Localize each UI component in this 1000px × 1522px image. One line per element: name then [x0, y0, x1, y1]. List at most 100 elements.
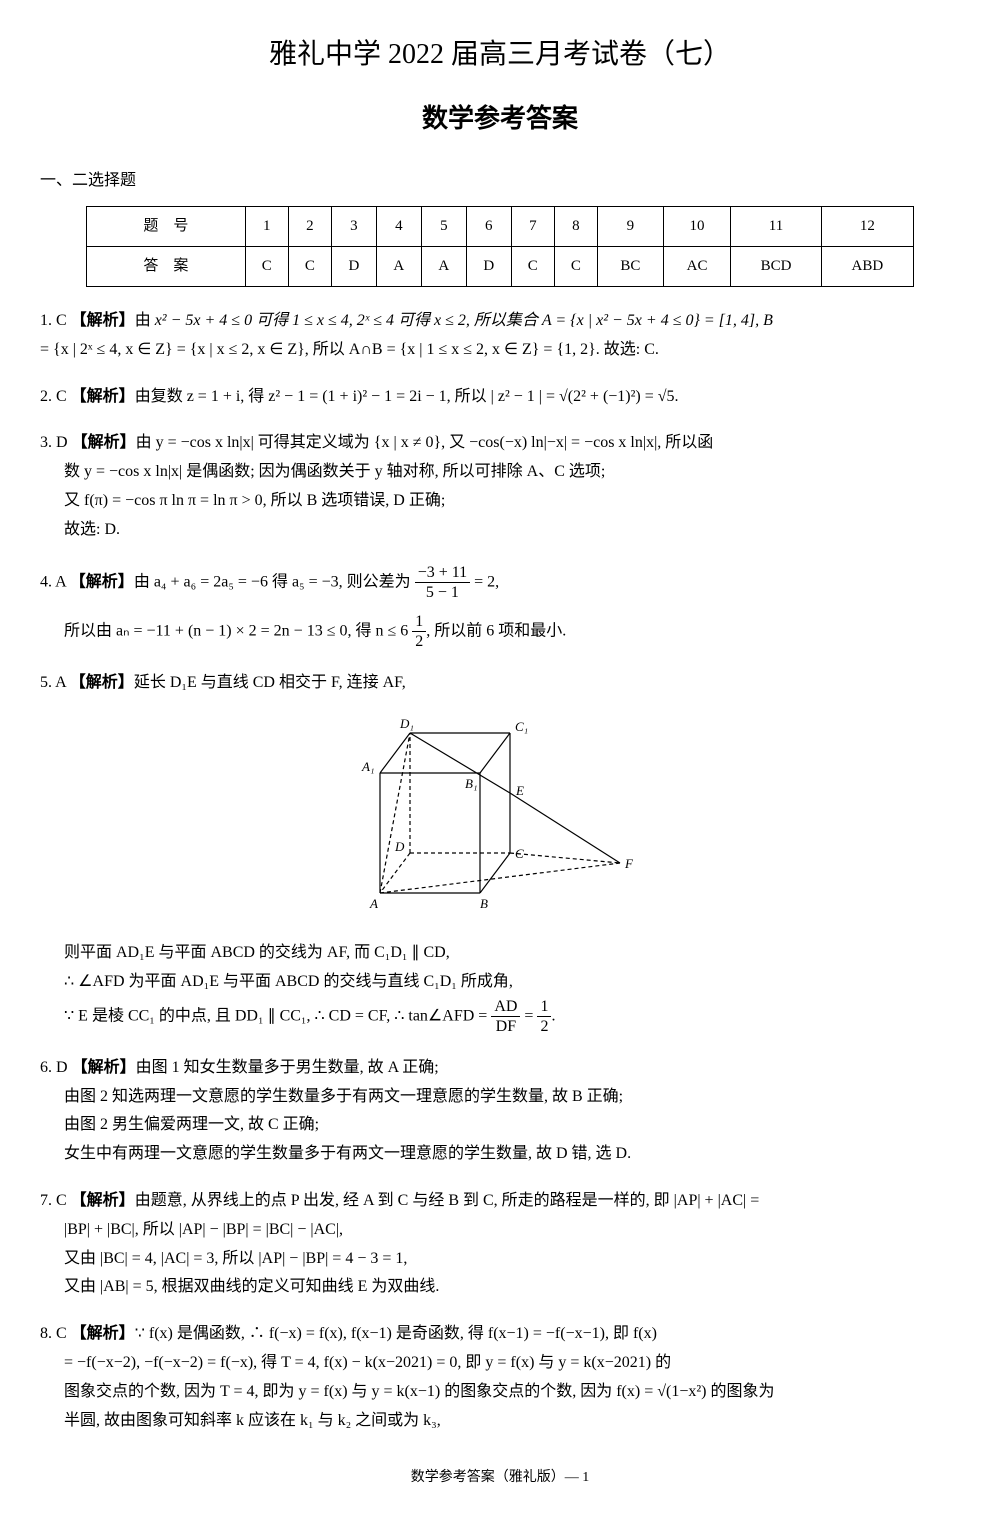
q-text: 由图 2 男生偏爱两理一文, 故 C 正确; [64, 1111, 960, 1140]
q-text: = −f(−x−2), −f(−x−2) = f(−x), 得 T = 4, f… [64, 1349, 960, 1378]
q-number: 8. C [40, 1325, 67, 1342]
diagram-label: C₁ [515, 719, 528, 734]
analysis-tag: 【解析】 [70, 573, 134, 590]
q-text: 由复数 z = 1 + i, 得 z² − 1 = (1 + i)² − 1 =… [135, 388, 679, 405]
frac-num: 1 [537, 997, 551, 1017]
col-num: 5 [421, 206, 466, 246]
answer-cell: BCD [731, 246, 821, 286]
q-text: 又由 |BC| = 4, |AC| = 3, 所以 |AP| − |BP| = … [64, 1245, 960, 1274]
q-text: 女生中有两理一文意愿的学生数量多于有两文一理意愿的学生数量, 故 D 错, 选 … [64, 1140, 960, 1169]
col-num: 7 [511, 206, 554, 246]
main-title: 雅礼中学 2022 届高三月考试卷（七） [40, 30, 960, 80]
diagram-label: D [394, 839, 405, 854]
q-text: 故选: D. [64, 516, 960, 545]
diagram-label: A₁ [361, 759, 374, 774]
q-text: ∴ ∠AFD 为平面 AD₁E 与平面 ABCD 的交线与直线 C₁D₁ 所成角… [64, 968, 960, 997]
frac-num: −3 + 11 [415, 563, 470, 583]
answer-cell: D [466, 246, 511, 286]
q-text: 图象交点的个数, 因为 T = 4, 即为 y = f(x) 与 y = k(x… [64, 1378, 960, 1407]
q-text: x² − 5x + 4 ≤ 0 可得 1 ≤ x ≤ 4, 2ˣ ≤ 4 可得 … [155, 312, 773, 329]
q-number: 5. A [40, 674, 66, 691]
answer-cell: ABD [821, 246, 913, 286]
q-text: , 所以前 6 项和最小. [426, 622, 566, 639]
diagram-label: C [515, 846, 524, 861]
row-header: 答 案 [87, 246, 246, 286]
analysis-tag: 【解析】 [71, 312, 135, 329]
frac-den: DF [491, 1017, 520, 1036]
answer-cell: AC [663, 246, 731, 286]
q-text: 由 a₄ + a₆ = 2a₅ = −6 得 a₅ = −3, 则公差为 [134, 573, 415, 590]
analysis-tag: 【解析】 [71, 1325, 135, 1342]
question-6: 6. D 【解析】由图 1 知女生数量多于男生数量, 故 A 正确; 由图 2 … [40, 1054, 960, 1169]
question-8: 8. C 【解析】∵ f(x) 是偶函数, ∴ f(−x) = f(x), f(… [40, 1320, 960, 1435]
frac-den: 2 [537, 1017, 551, 1036]
q-text: 则平面 AD₁E 与平面 ABCD 的交线为 AF, 而 C₁D₁ ∥ CD, [64, 939, 960, 968]
q-text: ∵ E 是棱 CC₁ 的中点, 且 DD₁ ∥ CC₁, ∴ CD = CF, … [64, 1007, 491, 1024]
diagram-label: B₁ [465, 776, 477, 791]
row-header: 题 号 [87, 206, 246, 246]
cube-diagram: A B C D A₁ B₁ C₁ D₁ E F [40, 713, 960, 924]
col-num: 8 [554, 206, 597, 246]
q-text: . [551, 1007, 555, 1024]
analysis-tag: 【解析】 [71, 388, 135, 405]
answer-cell: D [331, 246, 376, 286]
diagram-label: F [624, 856, 634, 871]
fraction: 12 [537, 997, 551, 1036]
question-1: 1. C 【解析】由 x² − 5x + 4 ≤ 0 可得 1 ≤ x ≤ 4,… [40, 307, 960, 365]
question-5: 5. A 【解析】延长 D₁E 与直线 CD 相交于 F, 连接 AF, [40, 669, 960, 1036]
answer-table: 题 号 1 2 3 4 5 6 7 8 9 10 11 12 答 案 C C D… [86, 206, 914, 287]
q-text: 由图 1 知女生数量多于男生数量, 故 A 正确; [136, 1059, 439, 1076]
diagram-label: D₁ [399, 716, 414, 731]
table-row: 题 号 1 2 3 4 5 6 7 8 9 10 11 12 [87, 206, 914, 246]
frac-num: 1 [412, 612, 426, 632]
answer-cell: C [245, 246, 288, 286]
sub-title: 数学参考答案 [40, 95, 960, 142]
frac-den: 2 [412, 632, 426, 651]
page-footer: 数学参考答案（雅礼版）— 1 [40, 1465, 960, 1490]
analysis-tag: 【解析】 [70, 674, 134, 691]
fraction: ADDF [491, 997, 520, 1036]
q-text: 又 f(π) = −cos π ln π = ln π > 0, 所以 B 选项… [64, 487, 960, 516]
q-text: 由题意, 从界线上的点 P 出发, 经 A 到 C 与经 B 到 C, 所走的路… [135, 1192, 760, 1209]
diagram-label: E [515, 783, 524, 798]
q-text: 半圆, 故由图象可知斜率 k 应该在 k₁ 与 k₂ 之间或为 k₃, [64, 1407, 960, 1436]
question-4: 4. A 【解析】由 a₄ + a₆ = 2a₅ = −6 得 a₅ = −3,… [40, 563, 960, 652]
col-num: 2 [288, 206, 331, 246]
q-text: 延长 D₁E 与直线 CD 相交于 F, 连接 AF, [134, 674, 406, 691]
q-text: 由 y = −cos x ln|x| 可得其定义域为 {x | x ≠ 0}, … [136, 434, 714, 451]
answer-cell: C [511, 246, 554, 286]
col-num: 9 [597, 206, 663, 246]
diagram-label: A [369, 896, 378, 911]
col-num: 10 [663, 206, 731, 246]
col-num: 4 [376, 206, 421, 246]
col-num: 11 [731, 206, 821, 246]
q-text: = {x | 2ˣ ≤ 4, x ∈ Z} = {x | x ≤ 2, x ∈ … [40, 336, 960, 365]
col-num: 6 [466, 206, 511, 246]
question-7: 7. C 【解析】由题意, 从界线上的点 P 出发, 经 A 到 C 与经 B … [40, 1187, 960, 1302]
answer-cell: A [421, 246, 466, 286]
frac-num: AD [491, 997, 520, 1017]
q-text: 又由 |AB| = 5, 根据双曲线的定义可知曲线 E 为双曲线. [64, 1273, 960, 1302]
analysis-tag: 【解析】 [72, 1059, 136, 1076]
question-2: 2. C 【解析】由复数 z = 1 + i, 得 z² − 1 = (1 + … [40, 383, 960, 412]
q-text: 由图 2 知选两理一文意愿的学生数量多于有两文一理意愿的学生数量, 故 B 正确… [64, 1083, 960, 1112]
diagram-svg: A B C D A₁ B₁ C₁ D₁ E F [340, 713, 660, 913]
q-number: 2. C [40, 388, 67, 405]
answer-cell: C [554, 246, 597, 286]
col-num: 12 [821, 206, 913, 246]
q-text: |BP| + |BC|, 所以 |AP| − |BP| = |BC| − |AC… [64, 1216, 960, 1245]
q-number: 3. D [40, 434, 68, 451]
q-text: = [520, 1007, 537, 1024]
answer-cell: BC [597, 246, 663, 286]
analysis-tag: 【解析】 [72, 434, 136, 451]
fraction: 12 [412, 612, 426, 651]
q-number: 1. C [40, 312, 67, 329]
question-3: 3. D 【解析】由 y = −cos x ln|x| 可得其定义域为 {x |… [40, 429, 960, 544]
q-number: 7. C [40, 1192, 67, 1209]
frac-den: 5 − 1 [415, 583, 470, 602]
col-num: 1 [245, 206, 288, 246]
answer-cell: C [288, 246, 331, 286]
q-text: 数 y = −cos x ln|x| 是偶函数; 因为偶函数关于 y 轴对称, … [64, 458, 960, 487]
col-num: 3 [331, 206, 376, 246]
section-header: 一、二选择题 [40, 167, 960, 196]
